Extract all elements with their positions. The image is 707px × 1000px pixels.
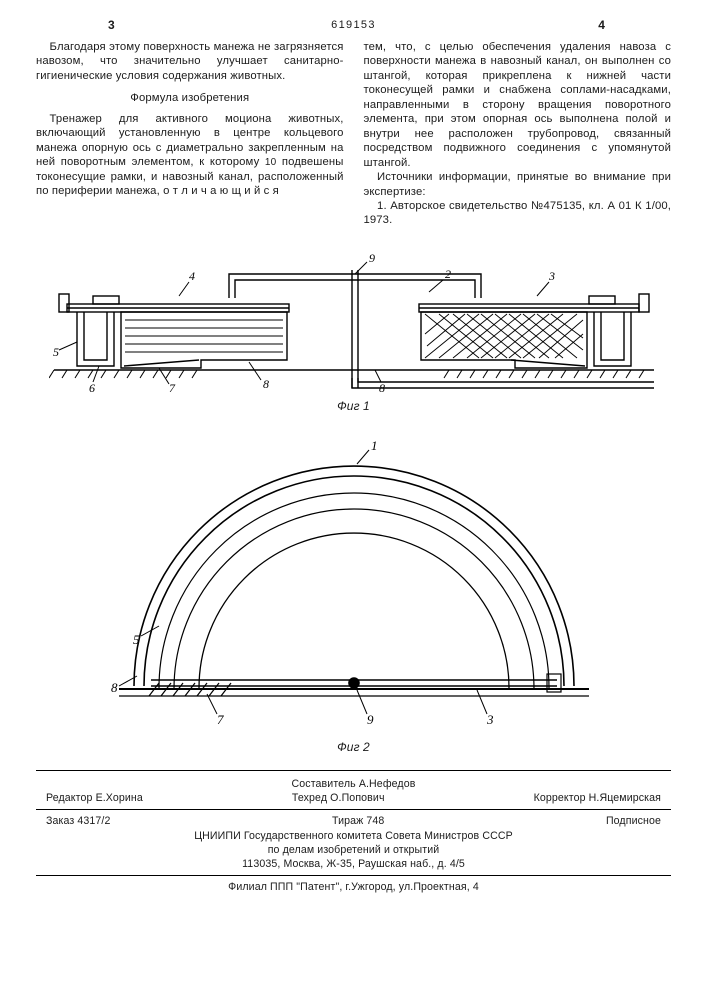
- fig1-label-6: 6: [89, 381, 95, 395]
- right-column: тем, что, с целью обеспечения удаления н…: [364, 40, 672, 228]
- fig1-label-4: 4: [189, 269, 195, 283]
- branch-line: Филиал ППП "Патент", г.Ужгород, ул.Проек…: [36, 880, 671, 894]
- address-line: 113035, Москва, Ж-35, Раушская наб., д. …: [36, 857, 671, 871]
- fig1-label-7: 7: [169, 381, 176, 395]
- editor: Редактор Е.Хорина: [46, 791, 143, 805]
- fig2-label-8: 8: [111, 680, 118, 695]
- figure-1: 4 9 2 3 5 6 7 8 8 Фиг 1: [42, 250, 665, 414]
- figure-2-svg: 1 5 8 7 9 3: [99, 436, 609, 736]
- right-paragraph-3: 1. Авторское свидетельство №475135, кл. …: [364, 199, 672, 228]
- tech-editor: Техред О.Попович: [292, 791, 385, 805]
- circulation: Тираж 748: [332, 814, 384, 828]
- fig2-label-7: 7: [217, 712, 224, 727]
- figures-block: 4 9 2 3 5 6 7 8 8 Фиг 1: [36, 250, 671, 756]
- footer-divider-1: [36, 770, 671, 771]
- fig1-label-8l: 8: [263, 377, 269, 391]
- right-paragraph-2: Источники информации, принятые во вниман…: [364, 170, 672, 199]
- fig1-label-8r: 8: [379, 381, 385, 395]
- fig2-label-9: 9: [367, 712, 374, 727]
- footer-block: Составитель А.Нефедов Редактор Е.Хорина …: [36, 777, 671, 895]
- org-line-1: ЦНИИПИ Государственного комитета Совета …: [36, 829, 671, 843]
- footer-divider-2: [36, 809, 671, 810]
- fig1-label-3: 3: [548, 269, 555, 283]
- figure-2-caption: Фиг 2: [42, 740, 665, 755]
- fig2-label-3: 3: [486, 712, 494, 727]
- patent-number: 619153: [331, 18, 376, 32]
- org-line-2: по делам изобретений и открытий: [36, 843, 671, 857]
- fig2-label-1: 1: [371, 438, 378, 453]
- col-number-right: 4: [598, 18, 605, 33]
- left-paragraph-2: Тренажер для активного моциона животных,…: [36, 112, 344, 199]
- figure-2: 1 5 8 7 9 3 Фиг 2: [42, 436, 665, 755]
- order-number: Заказ 4317/2: [46, 814, 111, 828]
- order-row: Заказ 4317/2 Тираж 748 Подписное: [36, 814, 671, 828]
- corrector: Корректор Н.Яцемирская: [534, 791, 661, 805]
- left-column: Благодаря этому поверхность манежа не за…: [36, 40, 344, 228]
- page: 3 619153 4 Благодаря этому поверхность м…: [0, 0, 707, 917]
- editors-row: Редактор Е.Хорина Техред О.Попович Корре…: [36, 791, 671, 805]
- fig2-label-5: 5: [133, 632, 140, 647]
- compiler-line: Составитель А.Нефедов: [36, 777, 671, 791]
- two-column-text: Благодаря этому поверхность манежа не за…: [36, 40, 671, 228]
- subscription: Подписное: [606, 814, 661, 828]
- fig1-label-5: 5: [53, 345, 59, 359]
- figure-1-svg: 4 9 2 3 5 6 7 8 8: [49, 250, 659, 395]
- claims-title: Формула изобретения: [36, 91, 344, 105]
- figure-1-caption: Фиг 1: [42, 399, 665, 414]
- left-paragraph-1: Благодаря этому поверхность манежа не за…: [36, 40, 344, 83]
- fig1-label-9: 9: [369, 251, 375, 265]
- fig1-label-2: 2: [445, 267, 451, 281]
- page-header: 3 619153 4: [36, 18, 671, 34]
- line-number-10: 10: [265, 157, 276, 168]
- col-number-left: 3: [108, 18, 115, 33]
- footer-divider-3: [36, 875, 671, 876]
- right-paragraph-1: тем, что, с целью обеспечения удаления н…: [364, 40, 672, 170]
